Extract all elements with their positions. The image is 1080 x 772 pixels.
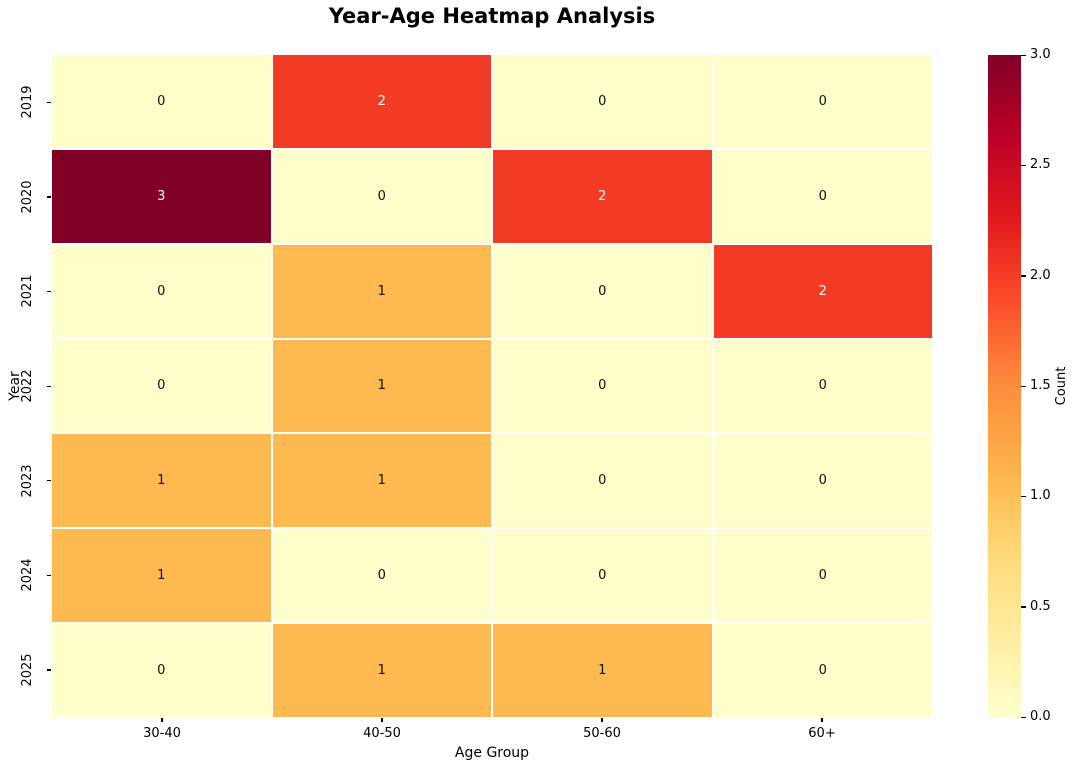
chart-title: Year-Age Heatmap Analysis — [328, 4, 656, 28]
colorbar-tick-label: 0.5 — [1030, 598, 1051, 614]
y-tick-label: 2024 — [20, 558, 35, 592]
heatmap-cell-2023-50-60: 0 — [493, 434, 712, 528]
y-tick-mark — [47, 101, 51, 104]
heatmap-cell-2025-50-60: 1 — [493, 624, 712, 717]
heatmap-cell-2020-50-60: 2 — [493, 149, 712, 243]
y-tick-label: 2023 — [20, 464, 35, 498]
heatmap-cell-2020-40-50: 0 — [272, 149, 491, 243]
heatmap-cell-2025-40-50: 1 — [272, 624, 491, 717]
y-tick-label: 2019 — [20, 85, 35, 119]
heatmap-cell-2025-30-40: 0 — [52, 624, 271, 717]
colorbar-gradient — [988, 55, 1021, 717]
heatmap-cell-2021-40-50: 1 — [272, 244, 491, 338]
y-tick-mark — [47, 196, 51, 198]
x-tick-mark — [381, 718, 383, 722]
y-tick-mark — [47, 480, 51, 482]
heatmap-cell-2022-30-40: 0 — [52, 339, 271, 433]
heatmap-cell-2023-30-40: 1 — [52, 434, 271, 528]
heatmap-cell-2019-50-60: 0 — [493, 55, 712, 148]
heatmap-cell-2023-40-50: 1 — [272, 434, 491, 528]
heatmap-cell-2023-60+: 0 — [713, 434, 932, 528]
heatmap-cell-2022-60+: 0 — [713, 339, 932, 433]
colorbar-tick-label: 2.5 — [1030, 157, 1051, 173]
heatmap-cell-2022-40-50: 1 — [272, 339, 491, 433]
x-tick-label: 60+ — [808, 726, 836, 741]
y-tick-label: 2020 — [20, 180, 35, 214]
colorbar-tick-label: 1.0 — [1030, 488, 1051, 504]
y-axis-label: Year — [7, 371, 23, 401]
y-tick-mark — [47, 574, 51, 577]
heatmap-cell-2019-40-50: 2 — [272, 55, 491, 148]
heatmap-cell-2021-50-60: 0 — [493, 244, 712, 338]
y-tick-mark — [47, 385, 51, 387]
colorbar-tick-mark — [1021, 385, 1026, 387]
heatmap-cell-2021-60+: 2 — [713, 244, 932, 338]
colorbar-tick-mark — [1021, 606, 1026, 608]
x-tick-label: 50-60 — [583, 726, 621, 741]
heatmap-cell-2021-30-40: 0 — [52, 244, 271, 338]
colorbar-tick-label: 1.5 — [1030, 378, 1051, 393]
heatmap-cell-2019-30-40: 0 — [52, 55, 271, 148]
y-tick-mark — [47, 669, 51, 671]
heatmap-cell-2024-60+: 0 — [713, 529, 932, 623]
x-tick-mark — [161, 718, 163, 722]
x-tick-mark — [601, 718, 603, 722]
colorbar-tick-mark — [1021, 164, 1026, 167]
colorbar-tick-label: 3.0 — [1030, 47, 1051, 62]
colorbar-label: Count — [1054, 366, 1069, 406]
colorbar-tick-mark — [1021, 275, 1026, 277]
y-tick-label: 2025 — [20, 653, 35, 687]
y-tick-mark — [47, 290, 51, 293]
x-axis-label: Age Group — [454, 745, 530, 761]
heatmap-cell-2020-30-40: 3 — [52, 149, 271, 243]
heatmap-cell-2024-50-60: 0 — [493, 529, 712, 623]
colorbar-tick-label: 0.0 — [1030, 709, 1051, 724]
x-tick-mark — [821, 718, 823, 722]
colorbar-tick-mark — [1021, 495, 1026, 498]
colorbar-tick-label: 2.0 — [1030, 267, 1051, 283]
heatmap-cell-2022-50-60: 0 — [493, 339, 712, 433]
x-tick-label: 40-50 — [363, 726, 401, 741]
colorbar-tick-mark — [1021, 54, 1026, 56]
heatmap-cell-2024-40-50: 0 — [272, 529, 491, 623]
heatmap-cell-2019-60+: 0 — [713, 55, 932, 148]
heatmap-cell-2025-60+: 0 — [713, 624, 932, 717]
y-tick-label: 2021 — [20, 274, 35, 308]
colorbar-tick-mark — [1021, 716, 1026, 718]
x-tick-label: 30-40 — [143, 726, 181, 741]
heatmap-cell-2024-30-40: 1 — [52, 529, 271, 623]
heatmap-cell-2020-60+: 0 — [713, 149, 932, 243]
